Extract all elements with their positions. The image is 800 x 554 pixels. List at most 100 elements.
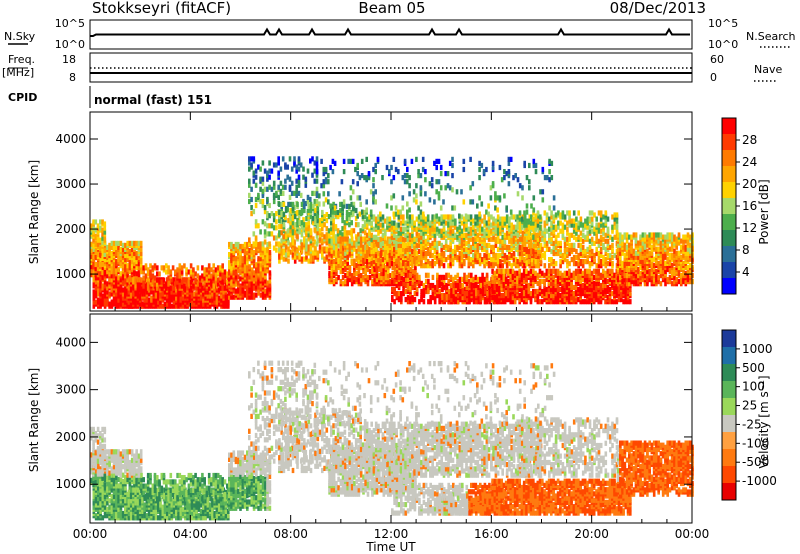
range-gate-cell [397, 246, 401, 252]
range-gate-cell [357, 268, 361, 275]
station-title: Stokkseyri (fitACF) [92, 0, 231, 17]
range-gate-cell [303, 203, 306, 209]
range-gate-cell [306, 194, 310, 200]
range-gate-cell [268, 184, 271, 190]
range-gate-cell [246, 241, 249, 248]
range-gate-cell [232, 267, 236, 273]
range-gate-cell [241, 286, 245, 292]
range-gate-cell [486, 291, 489, 297]
range-gate-cell [341, 201, 344, 207]
range-gate-cell [305, 222, 308, 228]
range-gate-cell [440, 259, 443, 265]
range-gate-cell [201, 277, 204, 283]
range-gate-cell [263, 229, 267, 235]
range-gate-cell [472, 230, 475, 236]
range-gate-cell [483, 236, 486, 242]
range-gate-cell [402, 276, 405, 282]
range-gate-cell [291, 220, 295, 226]
range-gate-cell [487, 224, 491, 230]
range-gate-cell [359, 236, 363, 242]
range-gate-cell [350, 281, 354, 287]
range-gate-cell [363, 230, 367, 236]
range-gate-cell [518, 268, 521, 274]
range-gate-cell [92, 289, 96, 295]
range-gate-cell [375, 277, 379, 283]
range-gate-cell [353, 262, 356, 268]
range-gate-cell [259, 292, 263, 298]
range-gate-cell [516, 282, 519, 289]
range-gate-cell [112, 244, 116, 250]
range-gate-cell [508, 254, 511, 261]
range-gate-cell [374, 263, 378, 269]
range-gate-cell [583, 299, 587, 305]
range-gate-cell [577, 268, 580, 274]
range-gate-cell [552, 274, 555, 280]
range-gate-cell [318, 244, 322, 250]
range-gate-cell [577, 276, 580, 282]
range-gate-cell [99, 281, 102, 287]
range-gate-cell [151, 265, 155, 271]
range-gate-cell [126, 263, 129, 269]
range-gate-cell [532, 268, 535, 274]
range-gate-cell [117, 297, 120, 303]
range-gate-cell [570, 272, 573, 278]
range-gate-cell [357, 236, 361, 242]
range-gate-cell [370, 248, 373, 255]
range-gate-cell [146, 267, 150, 273]
range-gate-cell [307, 232, 311, 238]
range-gate-cell [259, 262, 263, 268]
range-gate-cell [547, 268, 551, 274]
range-gate-cell [492, 244, 495, 250]
range-gate-cell [203, 267, 206, 273]
range-gate-cell [282, 201, 286, 207]
range-gate-cell [492, 257, 495, 263]
range-gate-cell [444, 238, 448, 244]
range-gate-cell [397, 214, 401, 220]
range-gate-cell [545, 268, 549, 274]
range-gate-cell [103, 279, 107, 285]
range-gate-cell [297, 245, 301, 251]
range-gate-cell [339, 207, 342, 214]
range-gate-cell [259, 282, 263, 288]
range-gate-cell [171, 265, 175, 271]
range-gate-cell [359, 254, 363, 260]
range-gate-cell [438, 274, 441, 280]
range-gate-cell [275, 162, 278, 168]
range-gate-cell [344, 273, 347, 279]
range-gate-cell [518, 278, 521, 284]
range-gate-cell [250, 249, 253, 255]
range-gate-cell [438, 228, 441, 234]
range-gate-cell [483, 240, 486, 246]
range-gate-cell [377, 224, 380, 230]
range-gate-cell [521, 230, 525, 236]
range-gate-cell [293, 205, 296, 211]
range-gate-cell [299, 162, 303, 168]
range-gate-cell [417, 232, 421, 238]
range-gate-cell [402, 214, 405, 220]
range-gate-cell [372, 248, 376, 255]
range-gate-cell [532, 272, 535, 278]
range-gate-cell [404, 232, 407, 238]
range-gate-cell [355, 262, 358, 268]
range-gate-cell [268, 250, 272, 256]
range-gate-cell [311, 190, 314, 196]
range-gate-cell [440, 220, 443, 226]
range-gate-cell [536, 288, 540, 295]
range-gate-cell [315, 202, 319, 209]
range-gate-cell [387, 273, 390, 279]
range-gate-cell [355, 236, 358, 242]
range-gate-cell [449, 214, 452, 220]
range-gate-cell [287, 246, 290, 252]
range-gate-cell [390, 250, 394, 257]
range-gate-cell [275, 219, 278, 225]
range-gate-cell [261, 245, 265, 251]
range-gate-cell [492, 216, 495, 222]
range-gate-cell [261, 188, 265, 194]
range-gate-cell [381, 232, 385, 238]
range-gate-cell [393, 257, 396, 263]
range-gate-cell [450, 293, 453, 299]
range-gate-cell [499, 242, 502, 248]
range-gate-cell [304, 200, 308, 207]
range-gate-cell [99, 287, 102, 293]
range-gate-cell [183, 277, 186, 283]
